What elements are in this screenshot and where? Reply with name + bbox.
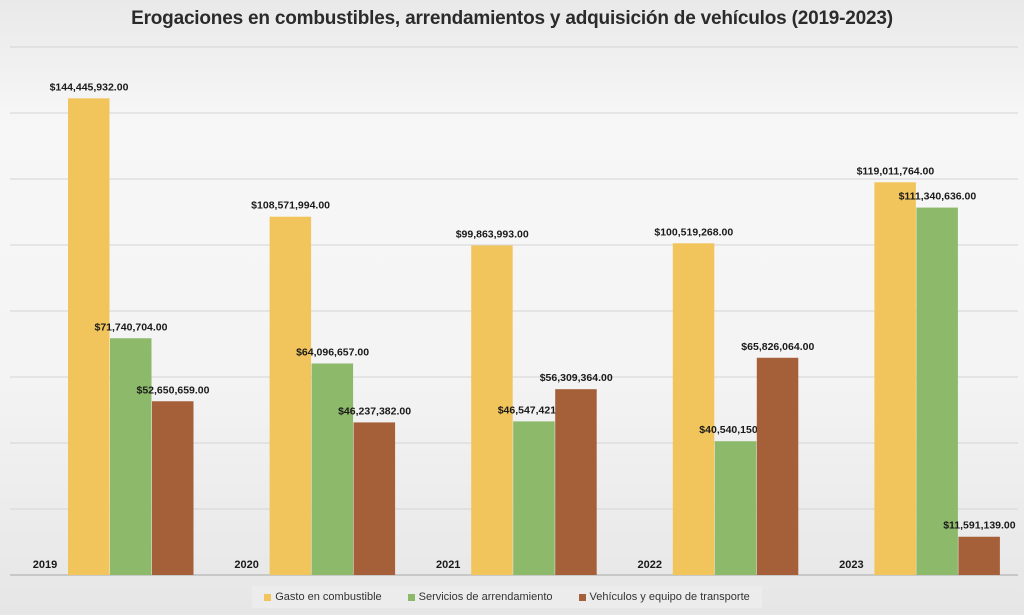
- legend-swatch: [578, 593, 586, 601]
- bar: [152, 401, 194, 575]
- bar: [555, 389, 597, 575]
- x-tick-label: 2020: [234, 559, 258, 571]
- legend-item-gasto-combustible: Gasto en combustible: [264, 591, 382, 603]
- data-label: $99,863,993.00: [456, 228, 529, 240]
- bar: [110, 338, 152, 575]
- bar: [958, 536, 1000, 575]
- legend-swatch: [407, 593, 415, 601]
- data-label: $52,650,659.00: [137, 384, 210, 396]
- bar: [269, 216, 312, 576]
- bar: [916, 207, 958, 575]
- bar: [714, 441, 757, 575]
- data-label: $65,826,064.00: [741, 341, 814, 353]
- bar: [756, 357, 799, 575]
- bar: [311, 363, 354, 575]
- legend-swatch: [264, 593, 272, 601]
- bar: [513, 421, 555, 575]
- bar: [672, 243, 715, 575]
- legend-item-servicios-arrendamiento: Servicios de arrendamiento: [407, 591, 553, 603]
- legend-item-vehiculos-transporte: Vehículos y equipo de transporte: [578, 591, 750, 603]
- data-label: $71,740,704.00: [95, 321, 168, 333]
- data-label: $144,445,932.00: [50, 81, 129, 93]
- data-label: $56,309,364.00: [540, 372, 613, 384]
- data-label: $100,519,268.00: [654, 226, 733, 238]
- data-label: $64,096,657.00: [296, 346, 369, 358]
- data-label: $108,571,994.00: [251, 200, 330, 212]
- data-label: $40,540,150.00: [699, 424, 772, 436]
- legend-label: Servicios de arrendamiento: [418, 591, 553, 603]
- legend-label: Vehículos y equipo de transporte: [589, 591, 750, 603]
- bar: [353, 422, 396, 575]
- x-tick-label: 2022: [638, 559, 662, 571]
- data-label: $11,591,139.00: [943, 520, 1016, 532]
- data-label: $111,340,636.00: [899, 191, 977, 203]
- x-tick-label: 2019: [33, 559, 57, 571]
- data-label: $46,237,382.00: [338, 405, 411, 417]
- legend-label: Gasto en combustible: [275, 591, 382, 603]
- x-tick-label: 2023: [839, 559, 863, 571]
- data-label: $119,011,764.00: [857, 165, 935, 177]
- bar: [68, 98, 110, 575]
- data-label: $46,547,421.00: [498, 404, 571, 416]
- x-tick-label: 2021: [436, 559, 460, 571]
- chart-title: Erogaciones en combustibles, arrendamien…: [131, 8, 893, 29]
- bar: [874, 182, 916, 576]
- bar: [471, 245, 513, 575]
- legend: Gasto en combustible Servicios de arrend…: [252, 586, 762, 608]
